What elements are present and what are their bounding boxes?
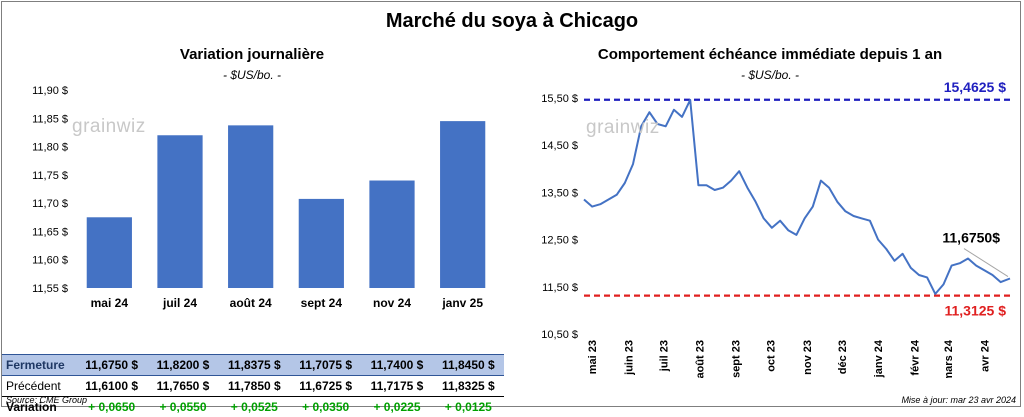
x-tick-label: juil 24 xyxy=(162,296,197,310)
x-tick-label: févr 24 xyxy=(909,339,921,375)
x-tick-label: oct 23 xyxy=(766,340,778,372)
variation-value: + 0,0550 xyxy=(147,397,218,417)
x-tick-label: mars 24 xyxy=(943,339,955,378)
y-tick-label: 11,70 $ xyxy=(32,198,68,210)
previous-value: 11,8325 $ xyxy=(433,376,504,397)
y-tick-label: 13,50 $ xyxy=(541,187,578,199)
daily-variation-panel: Variation journalière - $US/bo. - 11,55 … xyxy=(2,38,502,406)
source-note: Source: CME Group xyxy=(6,395,87,405)
previous-value: 11,7650 $ xyxy=(147,376,218,397)
variation-value: + 0,0225 xyxy=(361,397,432,417)
previous-value: 11,6725 $ xyxy=(290,376,361,397)
y-tick-label: 11,90 $ xyxy=(32,85,68,97)
y-tick-label: 11,60 $ xyxy=(32,255,68,267)
variation-value: + 0,0525 xyxy=(219,397,290,417)
update-note: Mise à jour: mar 23 avr 2024 xyxy=(882,395,1016,405)
closing-value: 11,6750 $ xyxy=(76,355,147,376)
bar xyxy=(228,125,273,288)
line-chart: 10,50 $ 11,50 $ 12,50 $ 13,50 $ 14,50 $ 15,50… xyxy=(520,38,1020,378)
y-tick-label: 11,65 $ xyxy=(32,226,68,238)
y-tick-label: 11,80 $ xyxy=(32,142,68,154)
closing-label: Fermeture xyxy=(2,355,76,376)
x-tick-label: déc 23 xyxy=(837,340,849,374)
bar xyxy=(369,181,414,288)
y-tick-label: 11,50 $ xyxy=(542,282,578,294)
y-tick-label: 10,50 $ xyxy=(541,329,578,341)
bar xyxy=(87,217,132,288)
last-value-label: 11,6750$ xyxy=(942,230,1000,246)
y-tick-label: 14,50 $ xyxy=(541,140,578,152)
bar-chart: 11,55 $ 11,60 $ 11,65 $ 11,70 $ 11,75 $ 11,80… xyxy=(2,38,504,318)
y-tick-label: 15,50 $ xyxy=(541,93,578,105)
variation-value: + 0,0350 xyxy=(290,397,361,417)
x-tick-label: sept 23 xyxy=(731,340,743,378)
x-tick-label: janv 24 xyxy=(873,339,885,378)
x-tick-label: janv 25 xyxy=(441,296,483,310)
x-tick-label: juin 23 xyxy=(623,340,635,376)
x-tick-label: août 24 xyxy=(230,296,272,310)
bar xyxy=(299,199,344,288)
x-tick-label: nov 24 xyxy=(373,296,411,310)
x-tick-label: avr 24 xyxy=(979,339,991,372)
bar xyxy=(157,135,202,288)
x-tick-label: nov 23 xyxy=(802,340,814,375)
x-tick-label: mai 24 xyxy=(91,296,129,310)
previous-label: Précédent xyxy=(2,376,76,397)
x-tick-label: mai 23 xyxy=(587,340,599,374)
price-table: Fermeture 11,6750 $ 11,8200 $ 11,8375 $ … xyxy=(2,354,504,417)
min-value-label: 11,3125 $ xyxy=(944,303,1006,319)
closing-value: 11,7400 $ xyxy=(361,355,432,376)
x-tick-label: sept 24 xyxy=(301,296,343,310)
grainwiz-watermark-left: grainwiz xyxy=(72,116,146,138)
variation-value: + 0,0125 xyxy=(433,397,504,417)
closing-row: Fermeture 11,6750 $ 11,8200 $ 11,8375 $ … xyxy=(2,355,504,376)
page-title: Marché du soya à Chicago xyxy=(0,10,1024,33)
max-value-label: 15,4625 $ xyxy=(944,79,1006,95)
y-tick-label: 11,85 $ xyxy=(32,113,68,125)
x-tick-label: juil 23 xyxy=(658,340,670,372)
previous-value: 11,7850 $ xyxy=(219,376,290,397)
closing-value: 11,8200 $ xyxy=(147,355,218,376)
previous-value: 11,7175 $ xyxy=(361,376,432,397)
y-tick-label: 12,50 $ xyxy=(541,235,578,247)
y-tick-label: 11,75 $ xyxy=(32,170,68,182)
x-tick-label: août 23 xyxy=(695,340,707,378)
bar xyxy=(440,121,485,288)
closing-value: 11,7075 $ xyxy=(290,355,361,376)
front-month-panel: Comportement échéance immédiate depuis 1… xyxy=(520,38,1020,406)
previous-row: Précédent 11,6100 $ 11,7650 $ 11,7850 $ … xyxy=(2,376,504,397)
closing-value: 11,8450 $ xyxy=(433,355,504,376)
grainwiz-watermark-right: grainwiz xyxy=(586,117,660,139)
closing-value: 11,8375 $ xyxy=(219,355,290,376)
previous-value: 11,6100 $ xyxy=(76,376,147,397)
y-tick-label: 11,55 $ xyxy=(32,283,68,295)
